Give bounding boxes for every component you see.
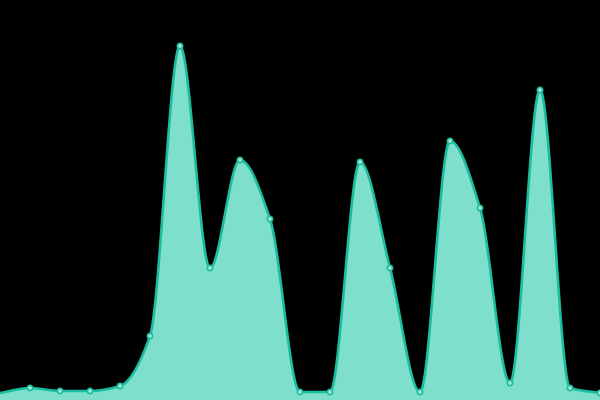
data-point-marker[interactable]	[386, 264, 394, 272]
data-point-marker[interactable]	[416, 388, 424, 396]
data-point-marker[interactable]	[206, 264, 214, 272]
data-point-marker[interactable]	[26, 384, 34, 392]
data-point-marker[interactable]	[296, 388, 304, 396]
data-point-marker[interactable]	[506, 379, 514, 387]
data-point-markers	[26, 42, 600, 397]
data-point-marker[interactable]	[326, 388, 334, 396]
data-point-marker[interactable]	[266, 215, 274, 223]
area-fill	[0, 46, 600, 400]
data-point-marker[interactable]	[566, 384, 574, 392]
data-point-marker[interactable]	[356, 158, 364, 166]
data-point-marker[interactable]	[236, 156, 244, 164]
data-point-marker[interactable]	[536, 86, 544, 94]
data-point-marker[interactable]	[476, 204, 484, 212]
data-point-marker[interactable]	[116, 382, 124, 390]
data-point-marker[interactable]	[176, 42, 184, 50]
data-point-marker[interactable]	[146, 332, 154, 340]
data-point-marker[interactable]	[446, 137, 454, 145]
area-line	[0, 44, 600, 395]
data-point-marker[interactable]	[86, 387, 94, 395]
data-point-marker[interactable]	[56, 387, 64, 395]
data-point-marker[interactable]	[596, 389, 600, 397]
